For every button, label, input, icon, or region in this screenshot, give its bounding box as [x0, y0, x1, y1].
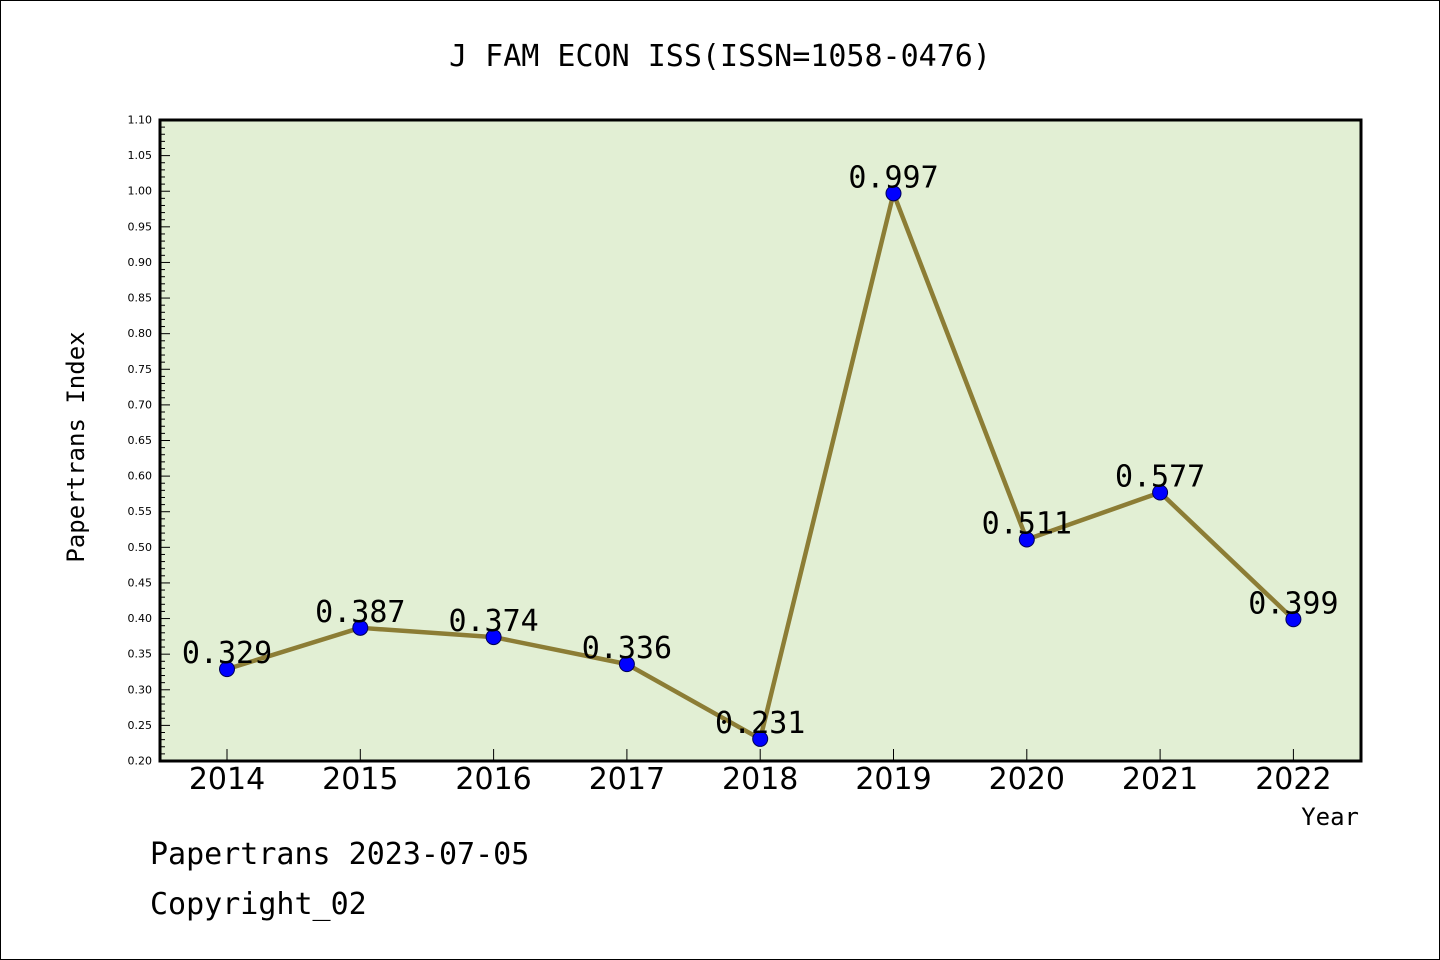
x-tick-label: 2015 — [322, 762, 398, 797]
x-tick-label: 2016 — [455, 762, 531, 797]
y-tick-label: 0.65 — [128, 434, 153, 447]
x-tick-label: 2022 — [1255, 762, 1331, 797]
data-point — [618, 656, 635, 673]
chart-title: J FAM ECON ISS(ISSN=1058-0476) — [449, 39, 991, 74]
data-label: 0.231 — [715, 706, 805, 741]
footer-copyright: Copyright_02 — [150, 887, 367, 922]
y-tick-label: 0.90 — [128, 256, 153, 269]
x-tick-label: 2014 — [189, 762, 265, 797]
y-tick-label: 0.45 — [128, 576, 153, 589]
data-label: 0.997 — [848, 160, 938, 195]
y-tick-label: 0.80 — [128, 327, 153, 340]
data-label: 0.329 — [182, 636, 272, 671]
data-point — [1018, 531, 1035, 548]
data-point — [352, 619, 369, 636]
y-tick-label: 1.10 — [128, 114, 153, 127]
x-axis-label: Year — [1301, 803, 1359, 831]
footer-date: Papertrans 2023-07-05 — [150, 837, 529, 872]
data-label: 0.387 — [315, 595, 405, 630]
data-label: 0.399 — [1248, 586, 1338, 621]
x-tick-label: 2021 — [1122, 762, 1198, 797]
x-tick-label: 2020 — [989, 762, 1065, 797]
data-label: 0.374 — [448, 604, 538, 639]
x-tick-label: 2017 — [589, 762, 665, 797]
data-point — [1285, 611, 1302, 628]
y-tick-label: 0.20 — [128, 755, 153, 768]
y-tick-label: 0.60 — [128, 470, 153, 483]
plot-area — [158, 118, 1363, 763]
data-label: 0.577 — [1115, 459, 1205, 494]
y-axis: 0.20 0.25 0.30 0.35 0.40 0.45 0.50 0.55 0.60 0.65… — [128, 114, 170, 768]
data-points — [219, 185, 1302, 747]
y-tick-label: 0.75 — [128, 363, 153, 376]
x-tick-label: 2019 — [855, 762, 931, 797]
y-tick-label: 0.40 — [128, 612, 153, 625]
data-label: 0.511 — [982, 506, 1072, 541]
y-tick-label: 0.30 — [128, 683, 153, 696]
y-tick-label: 0.70 — [128, 398, 153, 411]
y-tick-label: 0.55 — [128, 505, 153, 518]
data-point — [1152, 484, 1169, 501]
y-tick-label: 1.05 — [128, 149, 153, 162]
data-labels: 0.329 0.387 0.374 0.336 0.231 0.997 0.511 0.577… — [182, 160, 1339, 741]
y-tick-label: 0.35 — [128, 648, 153, 661]
data-point — [752, 730, 769, 747]
y-tick-label: 1.00 — [128, 185, 153, 198]
y-tick-label: 0.85 — [128, 292, 153, 305]
x-tick-label: 2018 — [722, 762, 798, 797]
data-point — [485, 629, 502, 646]
data-point — [219, 661, 235, 678]
y-axis-label: Papertrans Index — [62, 331, 90, 562]
y-tick-label: 0.95 — [128, 220, 153, 233]
data-label: 0.336 — [582, 631, 672, 666]
x-axis: 2014 2015 2016 2017 2018 2019 2020 2021 2022 — [189, 749, 1332, 797]
y-tick-label: 0.50 — [128, 541, 153, 554]
y-tick-label: 0.25 — [128, 719, 153, 732]
data-point — [885, 185, 902, 202]
